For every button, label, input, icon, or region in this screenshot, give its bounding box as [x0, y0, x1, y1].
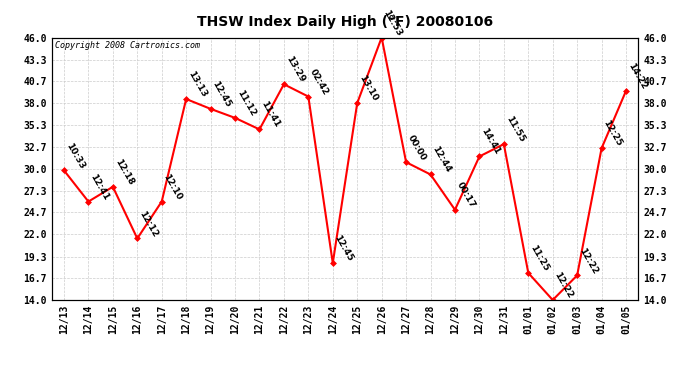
Text: 12:22: 12:22 — [577, 246, 599, 275]
Text: 12:45: 12:45 — [333, 234, 355, 263]
Text: Copyright 2008 Cartronics.com: Copyright 2008 Cartronics.com — [55, 42, 199, 51]
Text: 12:12: 12:12 — [137, 209, 159, 238]
Text: 12:44: 12:44 — [431, 145, 453, 174]
Text: 11:25: 11:25 — [529, 244, 551, 273]
Text: 11:55: 11:55 — [504, 115, 526, 144]
Text: 00:00: 00:00 — [406, 134, 428, 162]
Text: 12:18: 12:18 — [113, 158, 135, 187]
Text: 12:41: 12:41 — [88, 172, 110, 202]
Text: 13:10: 13:10 — [357, 74, 380, 103]
Text: 13:29: 13:29 — [284, 55, 306, 84]
Text: 12:53: 12:53 — [382, 8, 404, 38]
Text: 12:10: 12:10 — [161, 172, 184, 202]
Text: 12:22: 12:22 — [553, 271, 575, 300]
Text: 14:22: 14:22 — [626, 62, 648, 91]
Text: 14:41: 14:41 — [480, 127, 502, 156]
Text: 13:13: 13:13 — [186, 70, 208, 99]
Text: 10:33: 10:33 — [64, 141, 86, 170]
Text: 11:41: 11:41 — [259, 100, 282, 129]
Text: 00:17: 00:17 — [455, 181, 477, 210]
Text: 12:45: 12:45 — [210, 80, 233, 109]
Text: 11:12: 11:12 — [235, 88, 257, 118]
Text: 12:25: 12:25 — [602, 119, 624, 148]
Text: 02:42: 02:42 — [308, 67, 331, 97]
Text: THSW Index Daily High (°F) 20080106: THSW Index Daily High (°F) 20080106 — [197, 15, 493, 29]
